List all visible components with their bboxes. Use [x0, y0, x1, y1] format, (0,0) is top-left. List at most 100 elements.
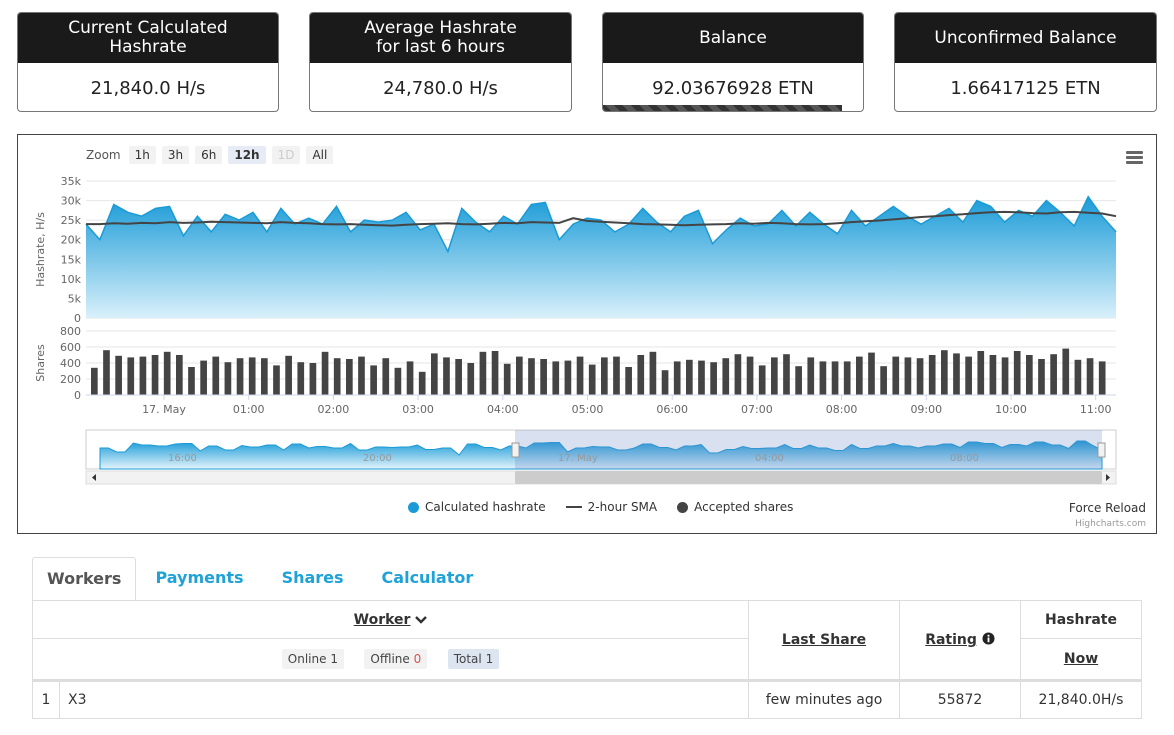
card-title-line1: Unconfirmed Balance: [934, 27, 1117, 48]
navigator-selection: [515, 430, 1102, 469]
hashrate-now-cell: 21,840.0H/s: [1020, 680, 1142, 719]
y-tick-label: 20k: [61, 234, 82, 247]
shares-bar: [115, 355, 122, 395]
legend-item-shares[interactable]: Accepted shares: [677, 500, 793, 514]
zoom-1h-button[interactable]: 1h: [128, 146, 156, 164]
shares-bar: [261, 358, 268, 395]
shares-bar: [358, 356, 365, 395]
shares-bar: [406, 361, 414, 395]
shares-bar: [795, 366, 802, 395]
filter-offline-badge[interactable]: Offline 0: [364, 649, 428, 669]
tab-payments[interactable]: Payments: [155, 568, 244, 587]
x-tick-label: 09:00: [910, 403, 942, 416]
shares-bar: [516, 356, 523, 395]
tab-shares[interactable]: Shares: [281, 568, 344, 587]
shares-bar: [880, 366, 887, 395]
shares-bar: [540, 359, 547, 395]
zoom-12h-button[interactable]: 12h: [228, 146, 266, 164]
chart-menu-icon[interactable]: [1126, 151, 1143, 164]
last-share-column-header[interactable]: Last Share: [748, 600, 900, 681]
hashrate-column-header: Hashrate: [1020, 600, 1142, 639]
filter-count: 0: [413, 652, 422, 666]
shares-bar: [613, 356, 620, 395]
shares-bar: [661, 370, 669, 395]
info-icon[interactable]: [982, 632, 995, 645]
shares-bar: [831, 361, 839, 395]
now-header-label: Now: [1063, 651, 1099, 667]
filter-label: Total: [453, 652, 482, 666]
y-tick-label: 800: [60, 325, 81, 338]
shares-bar: [673, 361, 681, 395]
zoom-6h-button[interactable]: 6h: [195, 146, 223, 164]
legend-label: Calculated hashrate: [425, 500, 546, 514]
card-title: Current Calculated Hashrate: [18, 13, 278, 63]
filter-online-badge[interactable]: Online 1: [281, 649, 344, 669]
card-title-line1: Balance: [699, 27, 767, 48]
shares-bar: [309, 363, 317, 395]
shares-bar: [491, 351, 499, 395]
navigator-handle: [1097, 442, 1106, 458]
y-tick-label: 10k: [61, 273, 82, 286]
worker-filter-row: Online 1 Offline 0 Total 1: [32, 638, 749, 681]
shares-bar: [686, 359, 693, 395]
shares-bar: [224, 362, 232, 395]
y-tick-label: 25k: [61, 214, 82, 227]
zoom-all-button[interactable]: All: [306, 146, 334, 164]
shares-bar: [941, 350, 948, 395]
y-tick-label: 600: [60, 341, 81, 354]
shares-bar: [163, 351, 171, 395]
legend-dot-icon: [677, 501, 689, 513]
row-index: 1: [32, 680, 60, 719]
shares-bar: [151, 355, 159, 395]
legend-label: Accepted shares: [694, 500, 794, 514]
last-share-header-label: Last Share: [781, 632, 867, 648]
legend-item-sma[interactable]: 2-hour SMA: [565, 500, 657, 514]
y-tick-label: 0: [74, 312, 81, 325]
x-tick-label: 01:00: [233, 403, 265, 416]
tab-calculator[interactable]: Calculator: [381, 568, 474, 587]
hashrate-chart-panel: 35k 30k 25k 20k 15k 10k 5k 0 Hashrate, H/s 800 600…: [17, 134, 1157, 534]
y-tick-label: 15k: [61, 253, 82, 266]
tab-workers[interactable]: Workers: [32, 557, 137, 601]
legend-dot-icon: [408, 501, 419, 513]
stat-card-balance: Balance 92.03676928 ETN: [602, 12, 864, 112]
filter-total-badge[interactable]: Total 1: [447, 649, 500, 669]
balance-progress-bar: [603, 105, 843, 111]
sma-line: [86, 210, 1117, 227]
y-tick-label: 30k: [61, 195, 82, 208]
y-tick-label: 200: [60, 373, 81, 386]
shares-bar: [868, 352, 875, 395]
filter-label: Offline: [370, 652, 410, 666]
legend-item-hashrate[interactable]: Calculated hashrate: [408, 500, 546, 514]
x-tick-label: 05:00: [572, 403, 604, 416]
chart-credits[interactable]: Highcharts.com: [1075, 519, 1146, 529]
shares-bar: [1098, 361, 1106, 395]
card-title: Average Hashrate for last 6 hours: [310, 13, 571, 63]
shares-bar: [953, 353, 960, 395]
force-reload-link[interactable]: Force Reload: [1068, 501, 1146, 515]
shares-bar: [346, 359, 353, 395]
shares-bar: [394, 367, 402, 395]
y-axis-title: Hashrate, H/s: [34, 212, 47, 287]
card-value: 24,780.0 H/s: [383, 77, 498, 99]
shares-bar: [649, 351, 657, 395]
worker-name-link[interactable]: X3: [59, 680, 749, 719]
zoom-3h-button[interactable]: 3h: [161, 146, 190, 164]
worker-column-header[interactable]: Worker: [32, 600, 749, 639]
shares-bar: [1001, 357, 1009, 395]
shares-bar: [1086, 358, 1094, 395]
shares-bar: [431, 353, 438, 395]
zoom-controls: Zoom 1h 3h 6h 12h 1D All: [86, 146, 334, 164]
card-value: 92.03676928 ETN: [652, 77, 814, 99]
y-tick-label: 5k: [68, 292, 82, 305]
worker-header-label: Worker: [353, 611, 411, 628]
card-title: Balance: [603, 13, 863, 63]
shares-bar: [127, 357, 135, 395]
shares-bar: [1062, 348, 1070, 395]
shares-bar: [370, 365, 377, 395]
scroll-left-icon: [92, 474, 96, 481]
now-column-header[interactable]: Now: [1020, 638, 1142, 681]
rating-column-header[interactable]: Rating: [899, 600, 1021, 681]
shares-bar: [382, 358, 390, 395]
shares-bar: [1013, 351, 1021, 395]
